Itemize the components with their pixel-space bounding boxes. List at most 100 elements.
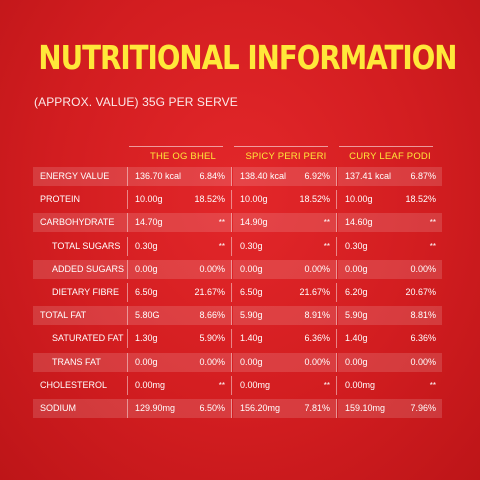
value-cell: 0.30g **: [233, 236, 337, 256]
amount-value: 0.00mg: [240, 379, 271, 390]
percent-value: 7.81%: [304, 403, 330, 413]
percent-value: 6.36%: [410, 333, 436, 344]
percent-value: 5.90%: [199, 333, 225, 344]
table-row: TOTAL SUGARS 0.30g ** 0.30g ** 0.30g **: [33, 236, 447, 256]
nutrient-label: DIETARY FIBRE: [33, 283, 128, 302]
nutrient-label: ENERGY VALUE: [33, 167, 128, 186]
nutrient-label: PROTEIN: [33, 190, 128, 210]
amount-value: 0.30g: [345, 240, 368, 251]
amount-value: 6.50g: [135, 287, 158, 297]
percent-value: 6.50%: [199, 403, 225, 413]
table-row: TOTAL FAT 5.80G 8.66% 5.90g 8.91% 5.90g 8.81%: [33, 306, 447, 326]
value-cell: 0.00mg **: [338, 376, 442, 395]
value-cell: 0.00g 0.00%: [233, 259, 337, 279]
value-cell: 0.00g 0.00%: [128, 352, 232, 372]
value-cell: 6.50g 21.67%: [233, 283, 337, 302]
value-cell: 0.00g 0.00%: [233, 352, 337, 372]
value-cell: 138.40 kcal 6.92%: [233, 167, 337, 186]
percent-value: **: [323, 380, 330, 390]
percent-value: 7.96%: [410, 403, 436, 413]
amount-value: 0.00g: [345, 263, 368, 274]
percent-value: 0.00%: [304, 263, 330, 274]
percent-value: 0.00%: [410, 263, 436, 274]
table-row: DIETARY FIBRE 6.50g 21.67% 6.50g 21.67% 6.20g…: [33, 283, 447, 302]
header-rule: [129, 146, 223, 147]
amount-value: 1.30g: [135, 333, 158, 344]
amount-value: 0.00g: [240, 263, 263, 274]
value-cell: 0.30g **: [128, 236, 232, 256]
amount-value: 0.00mg: [345, 379, 376, 390]
page-title: NUTRITIONAL INFORMATION: [38, 38, 457, 77]
amount-value: 14.90g: [240, 217, 268, 228]
column-header-og-bhel: THE OG BHEL: [149, 151, 217, 162]
percent-value: 6.84%: [199, 171, 225, 181]
amount-value: 159.10mg: [345, 403, 386, 413]
nutrient-label: CHOLESTEROL: [33, 375, 128, 395]
table-row: SODIUM 129.90mg 6.50% 156.20mg 7.81% 159.10mg…: [33, 399, 447, 418]
nutrient-label: ADDED SUGARS: [33, 259, 128, 279]
amount-value: 156.20mg: [240, 403, 281, 413]
value-cell: 156.20mg 7.81%: [233, 399, 337, 418]
nutrient-label: TOTAL SUGARS: [33, 236, 128, 256]
amount-value: 0.00mg: [135, 379, 166, 390]
value-cell: 0.00mg **: [128, 375, 232, 395]
value-cell: 159.10mg 7.96%: [338, 399, 442, 418]
amount-value: 0.00g: [135, 263, 158, 274]
percent-value: **: [429, 218, 436, 228]
percent-value: **: [218, 241, 225, 251]
header-rule: [339, 146, 433, 147]
percent-value: **: [429, 380, 436, 390]
amount-value: 137.41 kcal: [345, 171, 392, 181]
table-row: ENERGY VALUE 136.70 kcal 6.84% 138.40 kcal 6…: [33, 167, 447, 186]
percent-value: 21.67%: [299, 287, 330, 297]
amount-value: 10.00g: [135, 194, 163, 205]
percent-value: 0.00%: [304, 356, 330, 367]
value-cell: 0.00g 0.00%: [338, 352, 442, 372]
value-cell: 1.40g 6.36%: [233, 329, 337, 349]
amount-value: 6.50g: [240, 287, 263, 297]
percent-value: **: [218, 218, 225, 228]
percent-value: 18.52%: [194, 194, 225, 205]
value-cell: 0.00mg **: [233, 375, 337, 395]
amount-value: 6.20g: [345, 287, 368, 297]
amount-value: 136.70 kcal: [135, 171, 182, 181]
percent-value: 0.00%: [199, 356, 225, 367]
value-cell: 137.41 kcal 6.87%: [338, 167, 442, 186]
value-cell: 5.90g 8.81%: [338, 306, 442, 326]
amount-value: 0.00g: [240, 356, 263, 367]
value-cell: 10.00g 18.52%: [338, 190, 442, 209]
nutrient-label: TRANS FAT: [33, 352, 128, 372]
value-cell: 1.30g 5.90%: [128, 329, 232, 349]
column-header-cury-leaf-podi: CURY LEAF PODI: [349, 151, 431, 162]
value-cell: 6.20g 20.67%: [338, 283, 442, 302]
value-cell: 0.00g 0.00%: [128, 259, 232, 279]
percent-value: 21.67%: [194, 287, 225, 297]
amount-value: 1.40g: [240, 333, 263, 344]
percent-value: 6.92%: [304, 171, 330, 181]
percent-value: **: [218, 380, 225, 390]
value-cell: 14.70g **: [128, 213, 232, 233]
percent-value: 18.52%: [299, 194, 330, 205]
column-header-spicy-peri-peri: SPICY PERI PERI: [245, 151, 327, 162]
amount-value: 1.40g: [345, 333, 368, 344]
amount-value: 5.90g: [345, 310, 368, 321]
value-cell: 0.00g 0.00%: [338, 259, 442, 279]
value-cell: 1.40g 6.36%: [338, 329, 442, 348]
value-cell: 14.60g **: [338, 213, 442, 233]
value-cell: 0.30g **: [338, 237, 442, 256]
percent-value: 8.91%: [304, 310, 330, 321]
percent-value: 0.00%: [410, 356, 436, 367]
amount-value: 14.70g: [135, 217, 163, 228]
percent-value: 6.36%: [304, 333, 330, 344]
amount-value: 0.30g: [135, 240, 158, 251]
amount-value: 0.30g: [240, 240, 263, 251]
value-cell: 5.80G 8.66%: [128, 306, 232, 326]
percent-value: 0.00%: [199, 263, 225, 274]
amount-value: 10.00g: [240, 194, 268, 205]
value-cell: 6.50g 21.67%: [128, 283, 232, 302]
nutrient-label: SODIUM: [33, 399, 128, 418]
percent-value: 18.52%: [405, 194, 436, 205]
serving-note: (APPROX. VALUE) 35G PER SERVE: [34, 95, 238, 109]
table-row: PROTEIN 10.00g 18.52% 10.00g 18.52% 10.00g 18.…: [33, 190, 447, 210]
percent-value: 8.66%: [199, 310, 225, 321]
